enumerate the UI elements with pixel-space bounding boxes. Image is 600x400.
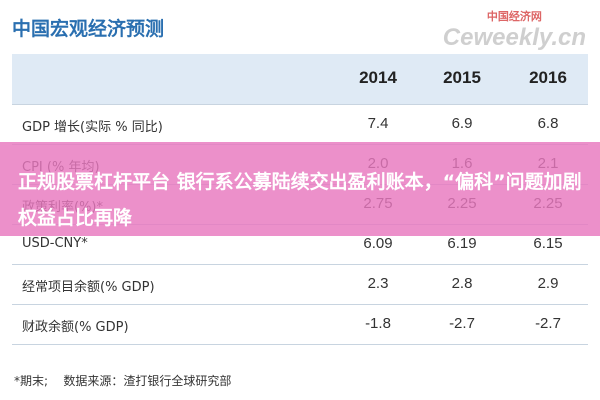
watermark-text: 中国经济网: [486, 10, 542, 23]
table-header: [12, 54, 588, 104]
cell: 2.3: [367, 275, 389, 292]
row-label: USD-CNY*: [22, 236, 88, 251]
table-row: [12, 264, 588, 305]
cell: 6.15: [533, 235, 563, 252]
cell: 6.8: [537, 115, 559, 132]
cell: 7.4: [367, 115, 389, 132]
cell: 6.09: [363, 235, 393, 252]
column-header: 2014: [359, 68, 397, 87]
table-row: [12, 344, 588, 345]
cell: 2.9: [537, 275, 559, 292]
column-header: 2015: [443, 68, 481, 87]
table-row: [12, 104, 588, 145]
row-label: 财政余额(% GDP): [22, 320, 129, 335]
overlay-headline: 正规股票杠杆平台 银行系公募陆续交出盈利账本，“偏科”问题加剧权益占比再降: [18, 171, 582, 229]
cell: 2.8: [451, 275, 473, 292]
row-label: GDP 增长(实际 % 同比): [22, 120, 163, 135]
watermark: 中国经济网 Ceweekly.cn: [443, 8, 586, 52]
cell: 6.19: [447, 235, 477, 252]
cell: -2.7: [535, 315, 561, 332]
overlay-band: [0, 142, 600, 236]
footer-note: *期末;: [14, 374, 49, 388]
cell: 6.9: [451, 115, 473, 132]
row-label: 经常项目余额(% GDP): [22, 280, 155, 295]
cell: -1.8: [365, 315, 391, 332]
table-row: [12, 304, 588, 345]
footer: *期末; 数据来源：渣打银行全球研究部: [14, 372, 231, 389]
column-header: 2016: [529, 68, 567, 87]
title: 中国宏观经济预测: [12, 18, 165, 40]
watermark-sub: Ceweekly.cn: [442, 24, 586, 51]
cell: -2.7: [449, 315, 475, 332]
footer-source: 数据来源：渣打银行全球研究部: [63, 374, 232, 388]
